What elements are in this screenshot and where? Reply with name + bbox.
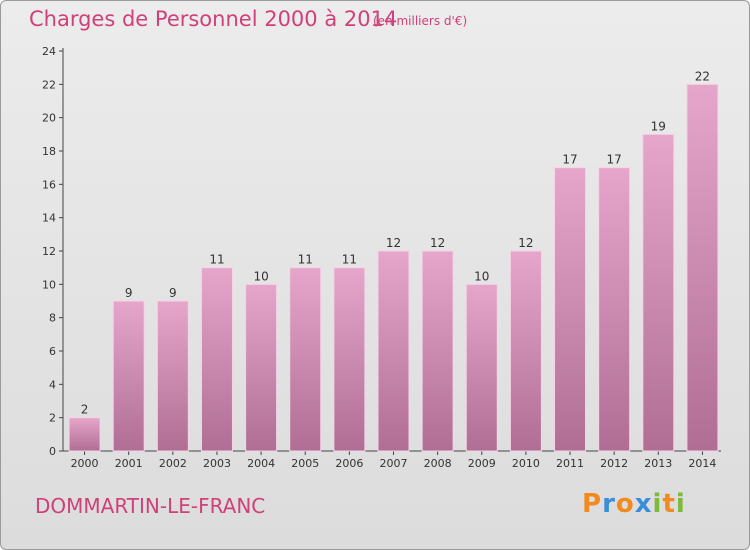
bar <box>377 250 410 452</box>
y-tick-label: 18 <box>42 145 56 158</box>
bar <box>642 133 675 452</box>
x-tick-label: 2009 <box>468 457 496 470</box>
x-tick-label: 2004 <box>247 457 275 470</box>
data-label: 11 <box>209 253 224 267</box>
x-tick-label: 2013 <box>644 457 672 470</box>
data-label: 17 <box>607 153 622 167</box>
bar <box>509 250 542 452</box>
data-label: 22 <box>695 69 710 83</box>
y-tick-label: 12 <box>42 245 56 258</box>
bars <box>68 83 719 452</box>
bar <box>554 167 587 452</box>
data-label: 12 <box>430 236 445 250</box>
bar <box>686 83 719 452</box>
proxiti-logo[interactable]: Proxiti <box>582 489 686 519</box>
bar <box>156 300 189 452</box>
y-tick-label: 4 <box>49 378 56 391</box>
data-label: 10 <box>474 269 489 283</box>
data-labels: 2 9 9 11 10 11 11 12 12 10 12 17 17 19 22 <box>81 69 710 416</box>
x-tick-label: 2006 <box>335 457 363 470</box>
bar <box>333 267 366 452</box>
x-tick-label: 2007 <box>380 457 408 470</box>
data-label: 17 <box>562 153 577 167</box>
x-tick-label: 2003 <box>203 457 231 470</box>
data-label: 12 <box>386 236 401 250</box>
bar <box>465 283 498 452</box>
data-label: 9 <box>169 286 177 300</box>
x-tick-label: 2014 <box>688 457 716 470</box>
x-tick-label: 2002 <box>159 457 187 470</box>
data-label: 11 <box>298 253 313 267</box>
y-tick-label: 20 <box>42 112 56 125</box>
y-tick-label: 10 <box>42 278 56 291</box>
y-tick-label: 8 <box>49 312 56 325</box>
data-label: 12 <box>518 236 533 250</box>
y-tick-label: 14 <box>42 212 56 225</box>
bar <box>598 167 631 452</box>
data-label: 19 <box>651 119 666 133</box>
x-tick-label: 2012 <box>600 457 628 470</box>
y-tick-label: 22 <box>42 78 56 91</box>
x-tick-label: 2000 <box>71 457 99 470</box>
city-name: DOMMARTIN-LE-FRANC <box>35 494 266 518</box>
data-label: 11 <box>342 253 357 267</box>
bar <box>421 250 454 452</box>
data-label: 9 <box>125 286 133 300</box>
y-tick-label: 0 <box>49 445 56 458</box>
y-tick-label: 24 <box>42 45 56 58</box>
data-label: 10 <box>253 269 268 283</box>
x-tick-label: 2005 <box>291 457 319 470</box>
y-tick-label: 6 <box>49 345 56 358</box>
data-label: 2 <box>81 403 89 417</box>
y-tick-label: 2 <box>49 412 56 425</box>
chart-subtitle: (en milliers d'€) <box>373 14 468 28</box>
x-tick-label: 2010 <box>512 457 540 470</box>
bar <box>68 417 101 452</box>
bar <box>112 300 145 452</box>
bar <box>245 283 278 452</box>
x-tick-label: 2008 <box>424 457 452 470</box>
x-tick-label: 2001 <box>115 457 143 470</box>
x-tick-label: 2011 <box>556 457 584 470</box>
bar <box>200 267 233 452</box>
bar <box>289 267 322 452</box>
chart-title: Charges de Personnel 2000 à 2014 <box>29 7 398 31</box>
y-tick-label: 16 <box>42 178 56 191</box>
